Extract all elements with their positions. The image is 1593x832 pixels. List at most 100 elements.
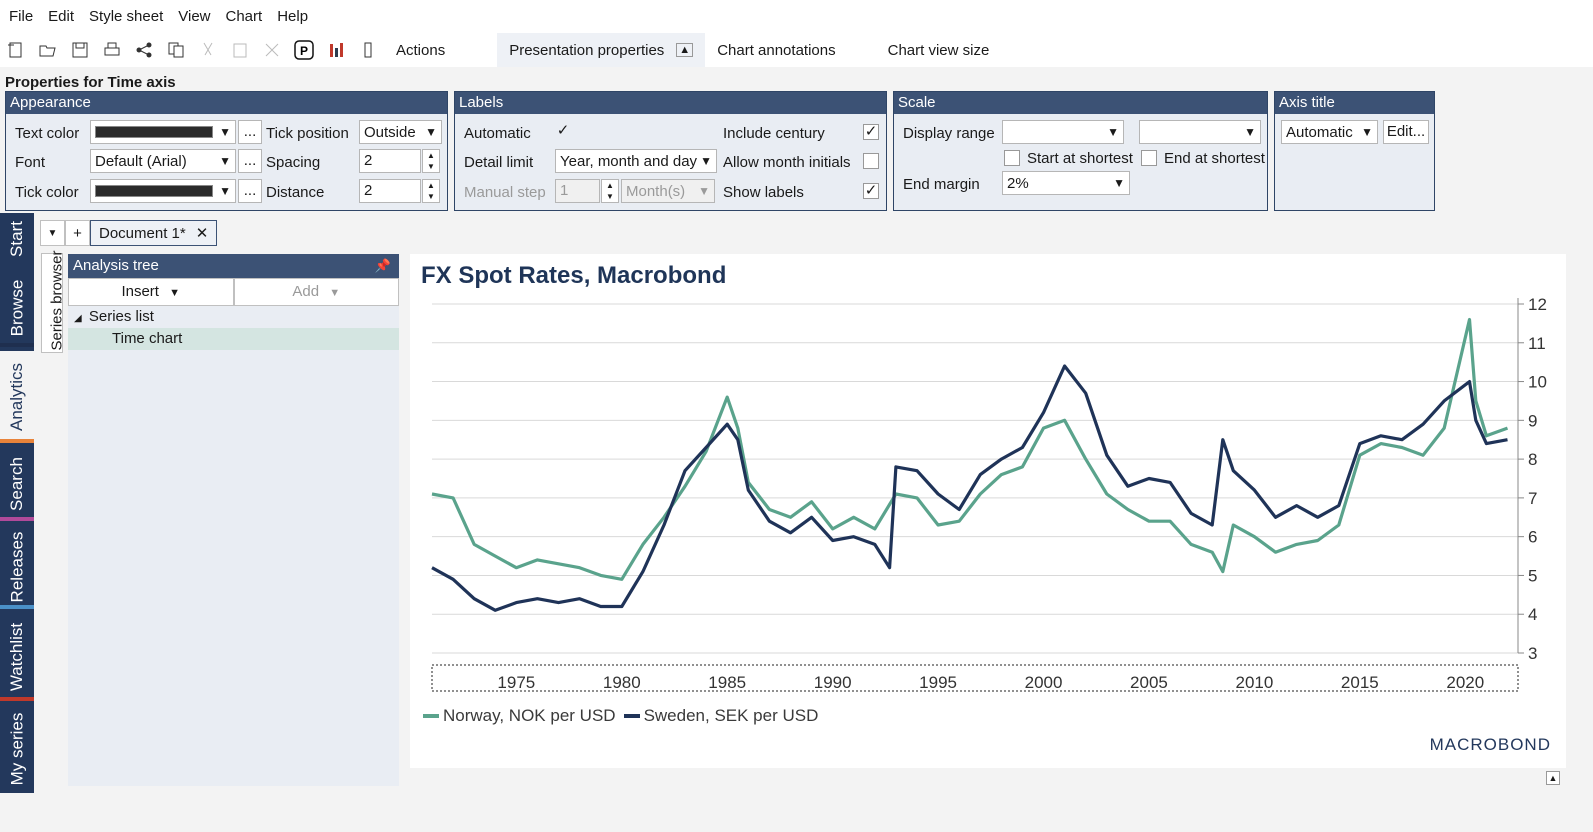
chevron-down-icon: ▼ [1361, 125, 1373, 139]
series-browser-label: Series browser [48, 250, 66, 351]
end-at-shortest-checkbox[interactable] [1141, 150, 1157, 166]
distance-stepper[interactable]: ▲ ▼ [422, 179, 440, 203]
collapse-icon[interactable]: ▲ [676, 43, 694, 57]
open-folder-icon[interactable] [32, 34, 64, 66]
start-at-shortest-checkbox[interactable] [1004, 150, 1020, 166]
axis-title-select[interactable]: Automatic ▼ [1281, 120, 1378, 144]
presentation-properties-tab[interactable]: Presentation properties ▲ [497, 33, 706, 67]
legend-item-norway: Norway, NOK per USD [423, 706, 616, 726]
include-century-label: Include century [723, 125, 825, 142]
menu-help[interactable]: Help [277, 8, 309, 25]
tick-position-value: Outside [364, 123, 416, 141]
manual-step-stepper[interactable]: ▲ ▼ [601, 179, 619, 203]
text-color-select[interactable]: ▼ [90, 120, 236, 144]
tick-position-label: Tick position [266, 125, 349, 142]
y-tick-label: 9 [1528, 411, 1537, 430]
tabs-dropdown-button[interactable]: ▼ [40, 220, 65, 246]
y-tick-label: 12 [1528, 295, 1547, 314]
document-tabs: ▼ + Document 1* ✕ [40, 220, 218, 246]
side-tab-browse-label: Browse [7, 279, 26, 337]
x-tick-label: 2000 [1025, 673, 1063, 692]
chart-view-size-tab[interactable]: Chart view size [887, 41, 990, 59]
tree-item-time-chart[interactable]: Time chart [68, 328, 399, 350]
print-icon[interactable] [96, 34, 128, 66]
spacing-input[interactable]: 2 [359, 149, 421, 173]
appearance-group: Appearance Text color ▼ ... Font Default… [5, 91, 448, 211]
side-tab-releases[interactable]: Releases [0, 525, 34, 609]
add-label: Add [292, 283, 320, 300]
tick-color-select[interactable]: ▼ [90, 179, 236, 203]
manual-step-input[interactable]: 1 [555, 179, 600, 203]
ruler-icon[interactable] [352, 34, 384, 66]
scroll-up-icon[interactable]: ▲ [1546, 771, 1560, 785]
end-margin-select[interactable]: 2% ▼ [1002, 171, 1130, 195]
series-line-sweden [431, 364, 1508, 612]
menu-file[interactable]: File [9, 8, 34, 25]
side-tab-my-series[interactable]: My series [0, 705, 34, 793]
chevron-down-icon: ▼ [1107, 125, 1119, 139]
side-tab-browse[interactable]: Browse [0, 269, 34, 347]
time-chart[interactable]: 3 4 5 6 7 8 9 10 11 12 1975 1980 1985 1990 1995 2000 200… [410, 254, 1566, 704]
menu-chart[interactable]: Chart [225, 8, 263, 25]
text-color-more-button[interactable]: ... [238, 120, 262, 144]
presentation-mode-icon[interactable]: P [288, 34, 320, 66]
paste-icon[interactable] [224, 34, 256, 66]
chart-annotations-tab[interactable]: Chart annotations [717, 41, 836, 59]
new-tab-button[interactable]: + [65, 220, 90, 246]
menu-edit[interactable]: Edit [48, 8, 75, 25]
distance-label: Distance [266, 184, 325, 201]
font-select[interactable]: Default (Arial) ▼ [90, 149, 236, 173]
appearance-header: Appearance [6, 92, 447, 114]
series-list-label: Series list [88, 308, 154, 325]
side-tab-search[interactable]: Search [0, 447, 34, 521]
side-tab-analytics[interactable]: Analytics [0, 351, 34, 443]
document-tab[interactable]: Document 1* ✕ [90, 220, 218, 246]
automatic-checkbox[interactable]: ✓ [556, 122, 570, 139]
tick-position-select[interactable]: Outside ▼ [359, 120, 442, 144]
menu-style-sheet[interactable]: Style sheet [89, 8, 164, 25]
font-label: Font [15, 154, 46, 171]
delete-icon[interactable] [256, 34, 288, 66]
legend-swatch-sweden [623, 714, 640, 718]
cut-icon[interactable] [192, 34, 224, 66]
add-button[interactable]: Add ▼ [233, 278, 399, 306]
distance-input[interactable]: 2 [359, 179, 421, 203]
allow-month-initials-checkbox[interactable] [863, 153, 879, 169]
include-century-checkbox[interactable]: ✓ [863, 123, 879, 140]
scale-group: Scale Display range ▼ ▼ Start at shortes… [893, 91, 1268, 211]
tree-item-series-list[interactable]: ◢ Series list [68, 306, 399, 328]
x-tick-label: 1990 [814, 673, 852, 692]
tick-color-more-button[interactable]: ... [238, 179, 262, 203]
chevron-down-icon: ▼ [425, 125, 437, 139]
show-labels-checkbox[interactable]: ✓ [863, 182, 879, 199]
spacing-stepper[interactable]: ▲ ▼ [422, 149, 440, 173]
new-document-icon[interactable] [0, 34, 32, 66]
display-range-end-select[interactable]: ▼ [1139, 120, 1261, 144]
start-at-shortest-label: Start at shortest [1027, 150, 1133, 167]
menu-view[interactable]: View [178, 8, 211, 25]
manual-step-unit-select[interactable]: Month(s) ▼ [621, 179, 715, 203]
detail-limit-select[interactable]: Year, month and day ▼ [555, 149, 717, 173]
side-tab-watchlist[interactable]: Watchlist [0, 613, 34, 701]
x-tick-label: 1985 [708, 673, 746, 692]
automatic-label: Automatic [464, 125, 531, 142]
copy-icon[interactable] [160, 34, 192, 66]
side-tab-start[interactable]: Start [0, 213, 34, 265]
axis-title-edit-button[interactable]: Edit... [1383, 120, 1429, 144]
close-icon[interactable]: ✕ [195, 225, 209, 242]
font-more-button[interactable]: ... [238, 149, 262, 173]
chart-bars-icon[interactable] [320, 34, 352, 66]
actions-tab[interactable]: Actions [396, 41, 446, 59]
chart-pane[interactable]: FX Spot Rates, Macrobond 3 4 5 6 7 8 9 10 11 12 19… [410, 254, 1566, 768]
series-browser-tab[interactable]: Series browser [41, 250, 66, 353]
pin-icon[interactable]: 📌 [374, 258, 391, 273]
chart-legend: Norway, NOK per USD Sweden, SEK per USD [423, 706, 826, 726]
y-tick-label: 11 [1528, 334, 1546, 353]
save-icon[interactable] [64, 34, 96, 66]
x-tick-label: 2015 [1341, 673, 1379, 692]
insert-button[interactable]: Insert ▼ [68, 278, 234, 306]
expand-icon[interactable]: ◢ [74, 313, 82, 324]
display-range-start-select[interactable]: ▼ [1002, 120, 1124, 144]
share-icon[interactable] [128, 34, 160, 66]
side-tab-start-label: Start [7, 221, 26, 257]
